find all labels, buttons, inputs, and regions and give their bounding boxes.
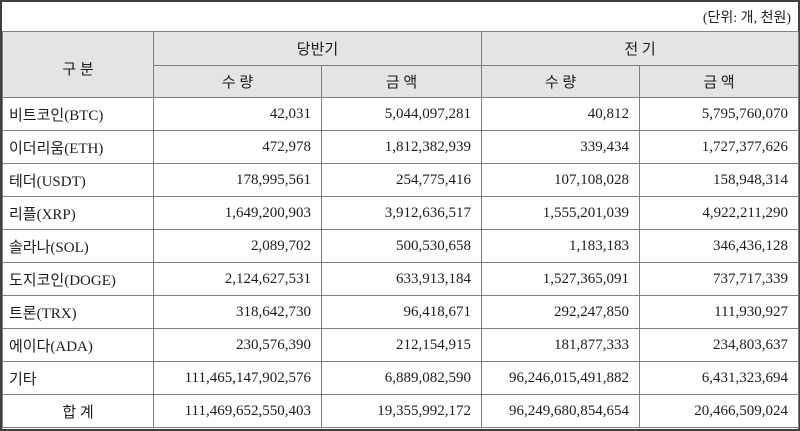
previous-quantity: 1,183,183 [481,229,640,263]
current-quantity: 1,649,200,903 [153,196,322,230]
previous-quantity: 1,527,365,091 [481,262,640,296]
current-amount: 96,418,671 [321,295,482,329]
previous-amount: 6,431,323,694 [638,361,800,395]
table-row-xrp: 리플(XRP) 1,649,200,903 3,912,636,517 1,55… [2,196,800,230]
current-quantity: 2,089,702 [153,229,322,263]
header-previous-quantity: 수 량 [481,65,640,98]
previous-quantity: 96,246,015,491,882 [481,361,640,395]
previous-quantity: 40,812 [481,97,640,131]
previous-quantity: 107,108,028 [481,163,640,197]
current-amount: 6,889,082,590 [321,361,482,395]
previous-amount: 5,795,760,070 [638,97,800,131]
current-quantity: 472,978 [153,130,322,164]
previous-amount: 158,948,314 [638,163,800,197]
row-label: 트론(TRX) [2,295,154,329]
previous-amount: 4,922,211,290 [638,196,800,230]
current-quantity: 111,465,147,902,576 [153,361,322,395]
current-amount: 3,912,636,517 [321,196,482,230]
table-row-usdt: 테더(USDT) 178,995,561 254,775,416 107,108… [2,163,800,197]
current-amount: 19,355,992,172 [321,394,482,428]
table-row-btc: 비트코인(BTC) 42,031 5,044,097,281 40,812 5,… [2,97,800,131]
table-row-ada: 에이다(ADA) 230,576,390 212,154,915 181,877… [2,328,800,362]
current-quantity: 111,469,652,550,403 [153,394,322,428]
current-amount: 254,775,416 [321,163,482,197]
table-row-trx: 트론(TRX) 318,642,730 96,418,671 292,247,8… [2,295,800,329]
table-row-doge: 도지코인(DOGE) 2,124,627,531 633,913,184 1,5… [2,262,800,296]
row-label: 도지코인(DOGE) [2,262,154,296]
header-previous-period: 전 기 [480,31,800,66]
current-quantity: 2,124,627,531 [153,262,322,296]
current-amount: 5,044,097,281 [321,97,482,131]
table-row-total: 합 계 111,469,652,550,403 19,355,992,172 9… [2,394,800,428]
row-label: 리플(XRP) [2,196,154,230]
previous-quantity: 339,434 [481,130,640,164]
previous-quantity: 1,555,201,039 [481,196,640,230]
row-label: 에이다(ADA) [2,328,154,362]
table-row-eth: 이더리움(ETH) 472,978 1,812,382,939 339,434 … [2,130,800,164]
header-previous-amount: 금 액 [638,65,800,98]
previous-amount: 20,466,509,024 [638,394,800,428]
previous-quantity: 292,247,850 [481,295,640,329]
previous-amount: 346,436,128 [638,229,800,263]
previous-amount: 1,727,377,626 [638,130,800,164]
table-body: 비트코인(BTC) 42,031 5,044,097,281 40,812 5,… [2,97,800,428]
header-current-half: 당반기 [153,31,482,66]
current-amount: 633,913,184 [321,262,482,296]
row-label: 기타 [2,361,154,395]
current-amount: 212,154,915 [321,328,482,362]
unit-note: (단위: 개, 천원) [702,10,791,26]
previous-quantity: 181,877,333 [481,328,640,362]
current-quantity: 318,642,730 [153,295,322,329]
row-label: 테더(USDT) [2,163,154,197]
previous-amount: 111,930,927 [638,295,800,329]
current-quantity: 42,031 [153,97,322,131]
row-label: 비트코인(BTC) [2,97,154,131]
header-current-amount: 금 액 [321,65,482,98]
header-category: 구 분 [2,31,154,98]
row-label: 솔라나(SOL) [2,229,154,263]
table-row-sol: 솔라나(SOL) 2,089,702 500,530,658 1,183,183… [2,229,800,263]
current-quantity: 178,995,561 [153,163,322,197]
current-amount: 500,530,658 [321,229,482,263]
header-current-quantity: 수 량 [153,65,322,98]
current-quantity: 230,576,390 [153,328,322,362]
crypto-holdings-table: 구 분 당반기 전 기 수 량 금 액 수 량 금 액 비트코인(BTC) 42… [2,31,800,428]
row-label: 이더리움(ETH) [2,130,154,164]
current-amount: 1,812,382,939 [321,130,482,164]
row-label: 합 계 [2,394,154,428]
previous-quantity: 96,249,680,854,654 [481,394,640,428]
previous-amount: 234,803,637 [638,328,800,362]
previous-amount: 737,717,339 [638,262,800,296]
table-header: 구 분 당반기 전 기 수 량 금 액 수 량 금 액 [2,31,800,98]
table-row-others: 기타 111,465,147,902,576 6,889,082,590 96,… [2,361,800,395]
